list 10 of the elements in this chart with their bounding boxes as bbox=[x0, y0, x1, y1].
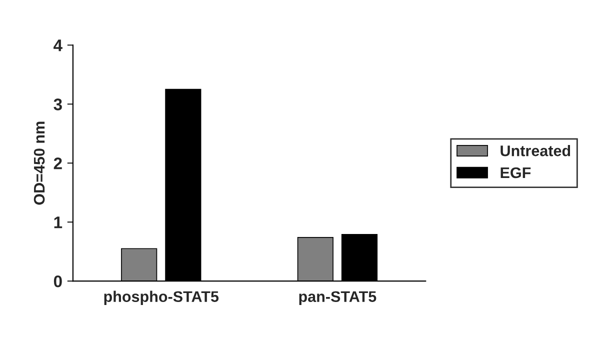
x-tick-label: pan-STAT5 bbox=[299, 291, 376, 306]
y-tick-label: 0 bbox=[54, 275, 62, 288]
legend-label: Untreated bbox=[500, 145, 570, 156]
y-tick-label: 3 bbox=[54, 98, 62, 110]
x-tick-label: phospho-STAT5 bbox=[104, 290, 219, 306]
y-tick-label: 4 bbox=[54, 40, 62, 52]
y-tick-label: 1 bbox=[54, 216, 62, 228]
legend-label: EGF bbox=[500, 167, 531, 178]
y-axis-title: OD=450 nm bbox=[34, 122, 45, 205]
y-tick-label: 2 bbox=[54, 157, 62, 170]
